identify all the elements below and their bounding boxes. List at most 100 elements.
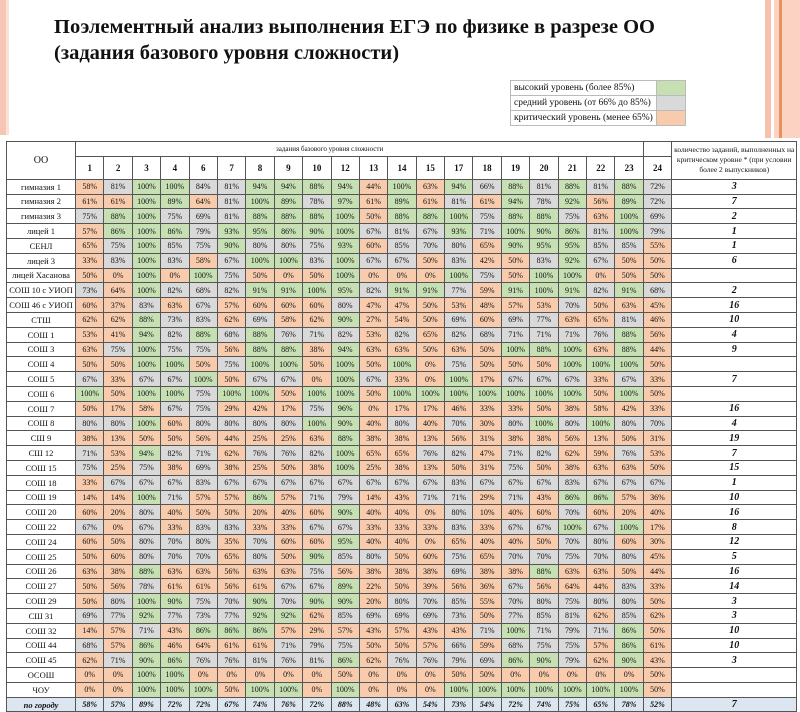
score-cell: 50% xyxy=(74,267,105,284)
score-cell: 58% xyxy=(74,696,105,712)
school-name: СОШ 25 xyxy=(6,548,76,565)
score-cell: 57% xyxy=(415,637,446,654)
score-cell: 67% xyxy=(614,474,644,491)
score-cell: 50% xyxy=(444,667,474,683)
score-cell: 39% xyxy=(415,578,446,595)
score-cell: 100% xyxy=(330,385,360,402)
score-cell: 75% xyxy=(188,400,218,417)
score-cell: 76% xyxy=(415,445,446,461)
score-cell: 50% xyxy=(273,459,304,476)
school-name: СОШ 10 с УИОП xyxy=(6,282,76,299)
score-cell: 86% xyxy=(557,223,588,239)
score-cell: 100% xyxy=(614,356,644,373)
task-header: 3 xyxy=(131,155,162,180)
score-cell: 69% xyxy=(415,607,446,624)
score-cell: 38% xyxy=(387,459,417,476)
critical-count: 7 xyxy=(671,696,798,712)
score-cell: 88% xyxy=(614,341,644,358)
score-cell: 61% xyxy=(103,193,133,210)
score-cell: 88% xyxy=(245,341,275,358)
score-cell: 70% xyxy=(415,237,446,254)
score-cell: 88% xyxy=(330,430,360,447)
task-header: 24 xyxy=(642,155,673,180)
score-cell: 50% xyxy=(642,385,673,402)
school-name: СОШ 5 xyxy=(6,371,76,387)
school-name: ОСОШ xyxy=(6,667,76,683)
school-name: СОШ 8 xyxy=(6,415,76,432)
score-cell: 100% xyxy=(131,237,162,254)
score-cell: 0% xyxy=(358,400,389,417)
score-cell: 20% xyxy=(103,504,133,521)
score-cell: 50% xyxy=(273,548,304,565)
score-cell: 69% xyxy=(387,607,417,624)
score-cell: 76% xyxy=(273,326,304,343)
score-cell: 67% xyxy=(557,371,588,387)
critical-count: 16 xyxy=(671,504,798,521)
score-cell: 91% xyxy=(273,282,304,299)
school-name: СШ 31 xyxy=(6,607,76,624)
score-cell: 92% xyxy=(557,193,588,210)
score-cell: 65% xyxy=(444,533,474,550)
score-cell: 67% xyxy=(529,519,559,535)
score-cell: 50% xyxy=(500,252,531,269)
score-cell: 81% xyxy=(245,652,275,669)
score-cell: 62% xyxy=(74,652,105,669)
score-cell: 74% xyxy=(529,696,559,712)
score-cell: 82% xyxy=(387,326,417,343)
score-cell: 67% xyxy=(586,252,616,269)
score-cell: 50% xyxy=(103,533,133,550)
score-cell: 0% xyxy=(245,667,275,683)
score-cell: 63% xyxy=(614,459,644,476)
score-cell: 50% xyxy=(529,400,559,417)
score-cell: 44% xyxy=(642,563,673,580)
score-cell: 67% xyxy=(415,474,446,491)
score-cell: 90% xyxy=(302,548,332,565)
score-cell: 56% xyxy=(216,563,247,580)
critical-count xyxy=(671,681,798,698)
score-cell: 63% xyxy=(74,563,105,580)
critical-count: 3 xyxy=(671,607,798,624)
score-cell: 100% xyxy=(188,267,218,284)
score-cell: 100% xyxy=(131,385,162,402)
score-cell: 60% xyxy=(103,548,133,565)
score-cell: 48% xyxy=(472,297,502,313)
score-cell: 70% xyxy=(529,548,559,565)
table-row: СЕНЛ 65% 75% 100% 85% 75% 90% 80% 80% 75% 93% 60% 85… xyxy=(6,237,798,254)
score-cell: 40% xyxy=(358,415,389,432)
score-cell: 80% xyxy=(216,415,247,432)
score-cell: 80% xyxy=(444,237,474,254)
school-name: СОШ 29 xyxy=(6,593,76,609)
score-cell: 50% xyxy=(358,385,389,402)
score-cell: 80% xyxy=(614,548,644,565)
score-cell: 71% xyxy=(415,489,446,506)
score-cell: 38% xyxy=(500,430,531,447)
score-cell: 100% xyxy=(614,519,644,535)
score-cell: 0% xyxy=(302,681,332,698)
score-cell: 100% xyxy=(131,341,162,358)
score-cell: 50% xyxy=(302,267,332,284)
score-cell: 89% xyxy=(330,578,360,595)
score-cell: 50% xyxy=(642,459,673,476)
score-cell: 63% xyxy=(557,563,588,580)
score-cell: 33% xyxy=(642,578,673,595)
critical-count: 12 xyxy=(671,533,798,550)
score-cell: 38% xyxy=(302,459,332,476)
score-cell: 61% xyxy=(74,193,105,210)
score-cell: 54% xyxy=(472,696,502,712)
school-name: СОШ 20 xyxy=(6,504,76,521)
table-row: СОШ 45 62% 71% 90% 86% 76% 76% 81% 76% 81% 86% 62% 7… xyxy=(6,652,798,669)
score-cell: 81% xyxy=(216,208,247,225)
score-cell: 70% xyxy=(557,504,588,521)
score-cell: 80% xyxy=(330,297,360,313)
score-cell: 89% xyxy=(160,193,190,210)
score-cell: 94% xyxy=(131,326,162,343)
school-name: гимназия 2 xyxy=(6,193,76,210)
critical-count: 16 xyxy=(671,400,798,417)
score-cell: 30% xyxy=(642,533,673,550)
score-cell: 89% xyxy=(614,193,644,210)
task-header: 8 xyxy=(245,155,275,180)
score-cell: 38% xyxy=(557,400,588,417)
score-cell: 56% xyxy=(444,578,474,595)
score-cell: 100% xyxy=(188,681,218,698)
score-cell: 71% xyxy=(444,489,474,506)
